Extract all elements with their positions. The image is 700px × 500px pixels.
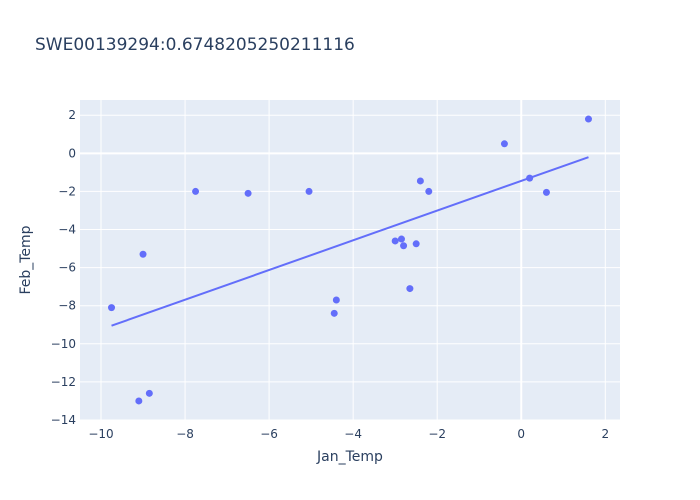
data-point (139, 250, 147, 258)
data-point (542, 188, 550, 196)
data-point (192, 187, 200, 195)
y-tick-labels: −14 −12 −10 −8 −6 −4 −2 0 2 (51, 108, 76, 427)
x-tick-label: −4 (344, 427, 362, 441)
x-tick-label: 0 (517, 427, 525, 441)
y-tick-label: −6 (58, 261, 76, 275)
data-point (244, 189, 252, 197)
y-axis-label: Feb_Temp (18, 225, 34, 294)
y-tick-label: −12 (51, 375, 76, 389)
data-point (500, 140, 508, 148)
data-point (391, 237, 399, 245)
data-point (332, 296, 340, 304)
data-point (526, 174, 534, 182)
x-tick-labels: −10 −8 −6 −4 −2 0 2 (88, 427, 609, 441)
data-points (108, 115, 592, 405)
x-tick-label: 2 (601, 427, 609, 441)
y-tick-label: −4 (58, 223, 76, 237)
y-tick-label: −10 (51, 337, 76, 351)
data-point (145, 389, 153, 397)
data-point (400, 242, 408, 250)
plot-area (80, 100, 620, 420)
x-axis-label: Jan_Temp (316, 449, 383, 465)
x-tick-label: −8 (176, 427, 194, 441)
y-tick-label: −2 (58, 184, 76, 198)
data-point (305, 187, 313, 195)
data-point (135, 397, 143, 405)
chart-title: SWE00139294:0.6748205250211116 (35, 35, 355, 55)
data-point (397, 235, 405, 243)
data-point (412, 240, 420, 248)
data-point (406, 285, 414, 293)
trendline (111, 156, 589, 327)
data-point (425, 187, 433, 195)
y-tick-label: 0 (68, 146, 76, 160)
y-tick-label: −8 (58, 299, 76, 313)
trendline-path (111, 156, 589, 327)
data-point (416, 177, 424, 185)
y-tick-label: 2 (68, 108, 76, 122)
data-point (584, 115, 592, 123)
x-tick-label: −6 (260, 427, 278, 441)
x-tick-label: −2 (428, 427, 446, 441)
y-tick-label: −14 (51, 413, 76, 427)
data-point (108, 304, 116, 312)
x-tick-label: −10 (88, 427, 113, 441)
data-point (330, 309, 338, 317)
